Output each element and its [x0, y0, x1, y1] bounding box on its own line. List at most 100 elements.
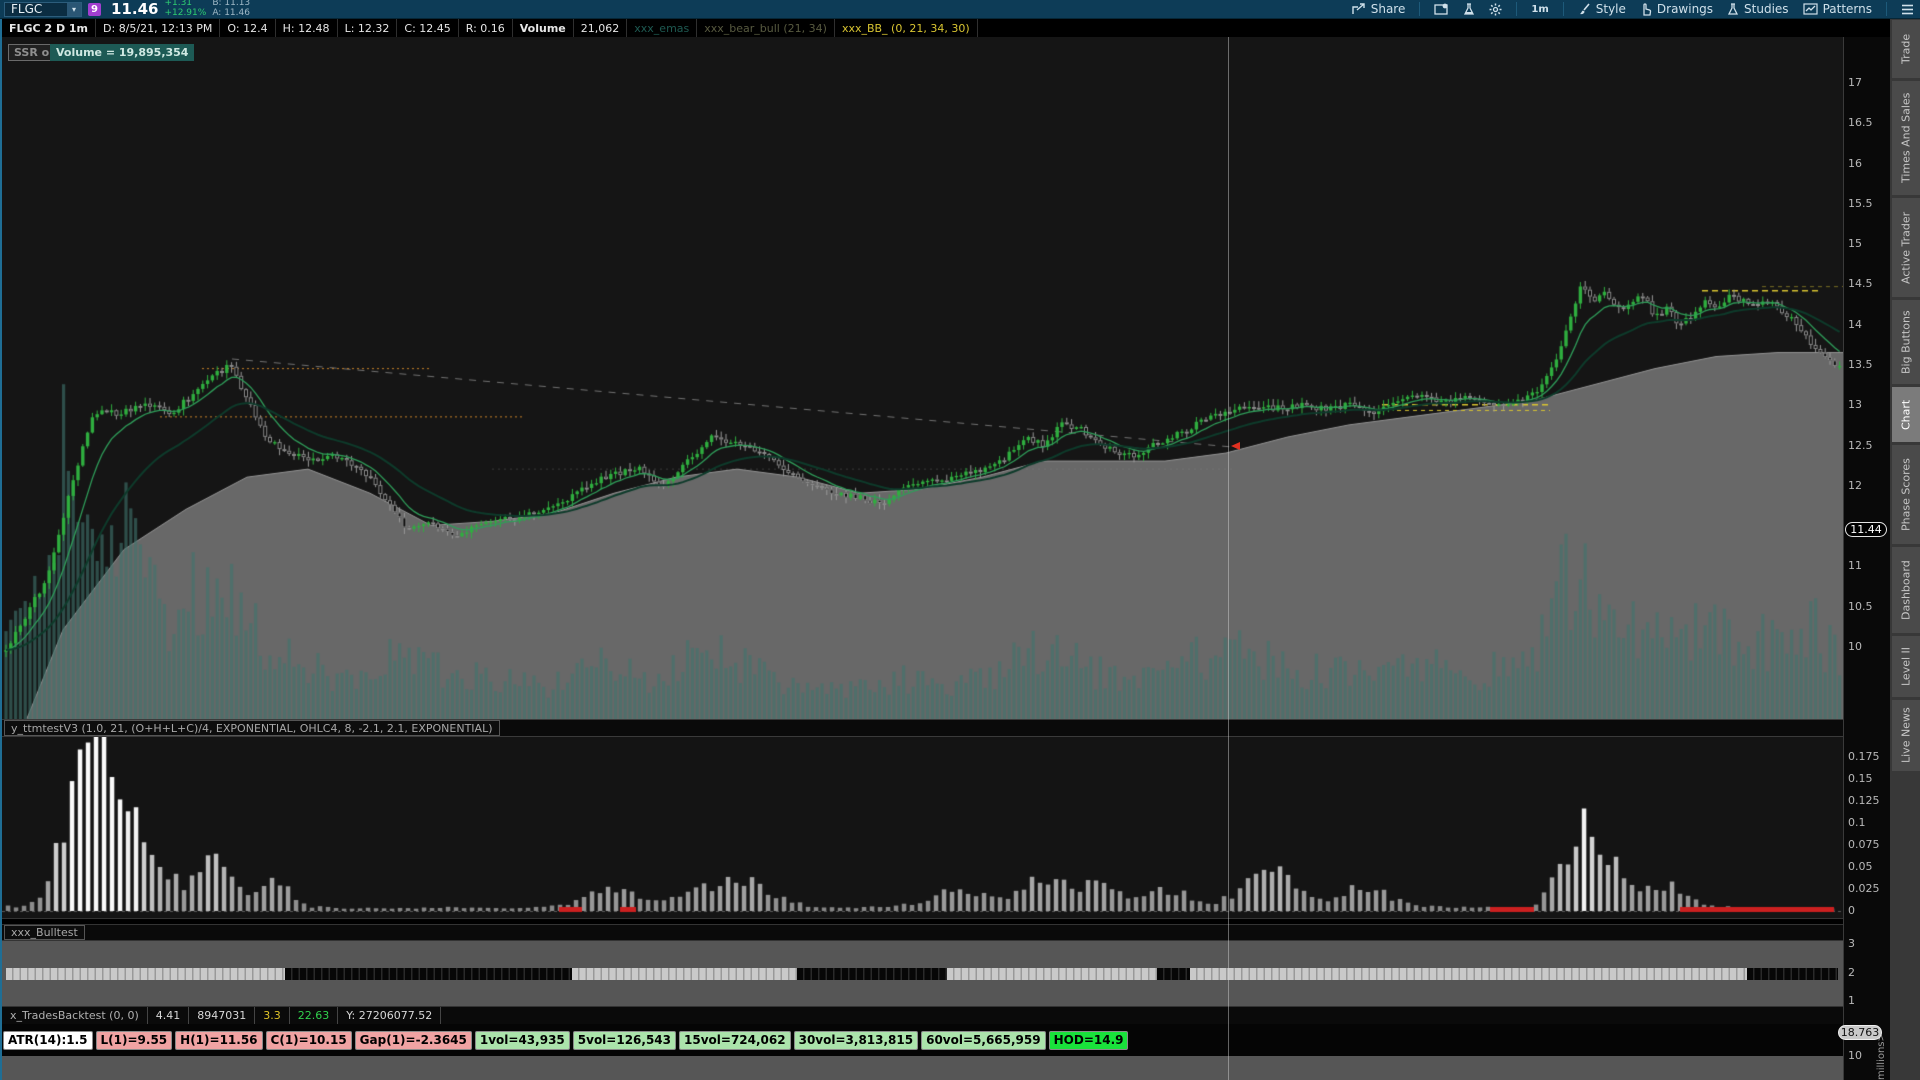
study1-header-row: y_ttmtestV3 (1.0, 21, (O+H+L+C)/4, EXPON…: [2, 719, 1843, 737]
backtest-header-row: x_TradesBacktest (0, 0) 4.41 8947031 3.3 22.…: [2, 1006, 1843, 1024]
share-button[interactable]: Share: [1352, 2, 1405, 16]
stats-badges-row: ATR(14):1.5 L(1)=9.55 H(1)=11.56 C(1)=10.15…: [2, 1024, 1843, 1056]
price-axis-tick: 16: [1848, 157, 1862, 170]
toolbar-separator: [1562, 2, 1564, 16]
price-axis-tick: 10.5: [1848, 600, 1873, 613]
open-value: O: 12.4: [220, 19, 276, 37]
study1-histogram-panel[interactable]: [2, 737, 1843, 918]
hand-pointer-icon: [1643, 2, 1652, 16]
stat-badge: 30vol=3,813,815: [793, 1030, 919, 1050]
stat-badge: L(1)=9.55: [95, 1030, 173, 1050]
sidebar-tab-level-ii[interactable]: Level II: [1892, 636, 1920, 697]
study1-axis-tick: 0.05: [1848, 860, 1873, 873]
window-badge-icon: [1434, 3, 1449, 15]
histogram-canvas[interactable]: [2, 737, 1843, 918]
ask-value: A: 11.46: [212, 8, 250, 18]
menu-button[interactable]: [1901, 4, 1914, 15]
range-value: R: 0.16: [459, 19, 513, 37]
study1-axis-tick: 0.1: [1848, 816, 1866, 829]
cursor-date: D: 8/5/21, 12:13 PM: [96, 19, 221, 37]
last-price-axis-bubble: 11.44: [1845, 522, 1887, 537]
price-axis-tick: 12: [1848, 479, 1862, 492]
symbol-dropdown-button[interactable]: ▾: [67, 2, 81, 16]
bulltest-segment-light: [947, 968, 1157, 980]
sidebar-tab-dashboard[interactable]: Dashboard: [1892, 547, 1920, 633]
stat-badge: 5vol=126,543: [572, 1030, 677, 1050]
hamburger-icon: [1902, 4, 1913, 14]
stat-badge: HOD=14.9: [1048, 1030, 1129, 1050]
main-price-panel[interactable]: [2, 37, 1843, 719]
crosshair-vertical-line: [1228, 37, 1229, 1080]
study1-axis-tick: 0.175: [1848, 750, 1880, 763]
sidebar-tab-big-buttons[interactable]: Big Buttons: [1892, 300, 1920, 384]
volume-axis-tick: 10: [1848, 1049, 1862, 1062]
panel-divider[interactable]: [2, 918, 1843, 925]
bottom-volume-panel[interactable]: [2, 1056, 1843, 1080]
axis-unit-label: millions>: [1876, 1033, 1887, 1080]
study-toggle-bearbull[interactable]: xxx_bear_bull (21, 34): [697, 19, 835, 37]
price-axis-tick: 15: [1848, 237, 1862, 250]
chevron-down-icon: ▾: [71, 4, 76, 14]
chart-link-badge[interactable]: 9: [88, 2, 101, 16]
studies-button[interactable]: Studies: [1727, 2, 1789, 16]
study1-axis-tick: 0.125: [1848, 794, 1880, 807]
study1-axis-tick: 0.025: [1848, 882, 1880, 895]
backtest-study-label[interactable]: x_TradesBacktest (0, 0): [2, 1007, 148, 1024]
bulltest-strip: [2, 968, 1843, 980]
gear-icon: [1489, 3, 1502, 15]
study-toggle-bb[interactable]: xxx_BB_ (0, 21, 34, 30): [835, 19, 978, 37]
study-toggle-emas[interactable]: xxx_emas: [627, 19, 698, 37]
stat-badge: 60vol=5,665,959: [921, 1030, 1046, 1050]
study1-axis-tick: 0: [1848, 904, 1855, 917]
backtest-value: 3.3: [255, 1007, 290, 1024]
top-bar: FLGC ▾ 9 11.46 +1.31 +12.91% B: 11.13 A:…: [0, 0, 1920, 19]
price-axis-tick: 10: [1848, 640, 1862, 653]
stat-badge: H(1)=11.56: [175, 1030, 263, 1050]
timeframe-button[interactable]: 1m: [1531, 3, 1549, 15]
price-axis-tick: 14: [1848, 318, 1862, 331]
analyze-button[interactable]: [1463, 2, 1475, 16]
bulltest-segment-light: [572, 968, 797, 980]
sidebar-tab-phase-scores[interactable]: Phase Scores: [1892, 445, 1920, 544]
sidebar-tab-active-trader[interactable]: Active Trader: [1892, 198, 1920, 297]
flask-icon: [1727, 2, 1739, 15]
cursor-volume-axis-bubble: 18.763: [1838, 1025, 1882, 1040]
high-value: H: 12.48: [276, 19, 338, 37]
backtest-value: Y: 27206077.52: [338, 1007, 442, 1024]
bulltest-label[interactable]: xxx_Bulltest: [4, 925, 85, 940]
symbol-input[interactable]: FLGC ▾: [4, 1, 82, 17]
window-report-button[interactable]: [1434, 3, 1449, 15]
bulltest-axis-tick: 3: [1848, 937, 1855, 950]
price-axis-tick: 12.5: [1848, 439, 1873, 452]
bulltest-segment-light: [6, 968, 285, 980]
bulltest-axis-tick: 2: [1848, 966, 1855, 979]
stat-badge: 1vol=43,935: [474, 1030, 570, 1050]
drawings-button[interactable]: Drawings: [1640, 2, 1713, 16]
sidebar-tab-trade[interactable]: Trade: [1892, 20, 1920, 78]
settings-button[interactable]: [1489, 3, 1502, 16]
bulltest-segment-dark: [797, 968, 947, 980]
bulltest-panel[interactable]: [2, 941, 1843, 1006]
price-change: +1.31: [164, 0, 193, 9]
patterns-button[interactable]: Patterns: [1802, 2, 1872, 16]
candlestick-chart-canvas[interactable]: [2, 37, 1843, 719]
sidebar-tab-live-news[interactable]: Live News: [1892, 700, 1920, 771]
price-axis-tick: 14.5: [1848, 277, 1873, 290]
sidebar-tab-chart[interactable]: Chart: [1892, 387, 1920, 442]
price-axis-tick: 16.5: [1848, 116, 1873, 129]
chart-title: FLGC 2 D 1m: [2, 19, 97, 37]
bulltest-segment-dark: [1157, 968, 1190, 980]
total-volume-badge: Volume = 19,895,354: [50, 44, 195, 61]
style-button[interactable]: Style: [1578, 2, 1626, 16]
price-axis-tick: 17: [1848, 76, 1862, 89]
symbol-value[interactable]: FLGC: [11, 2, 43, 16]
stat-badge: C(1)=10.15: [265, 1030, 352, 1050]
price-axis-column[interactable]: 17 16.5 16 15.5 15 14.5 14 13.5 13 12.5 12 11 10.5 10…: [1843, 37, 1890, 1080]
last-price: 11.46: [111, 0, 159, 18]
close-value: C: 12.45: [397, 19, 459, 37]
study1-label[interactable]: y_ttmtestV3 (1.0, 21, (O+H+L+C)/4, EXPON…: [4, 720, 500, 736]
toolbar-separator: [1419, 2, 1421, 16]
bulltest-axis-tick: 1: [1848, 994, 1855, 1007]
sidebar-tab-times-and-sales[interactable]: Times And Sales: [1892, 81, 1920, 195]
price-axis-tick: 11: [1848, 559, 1862, 572]
